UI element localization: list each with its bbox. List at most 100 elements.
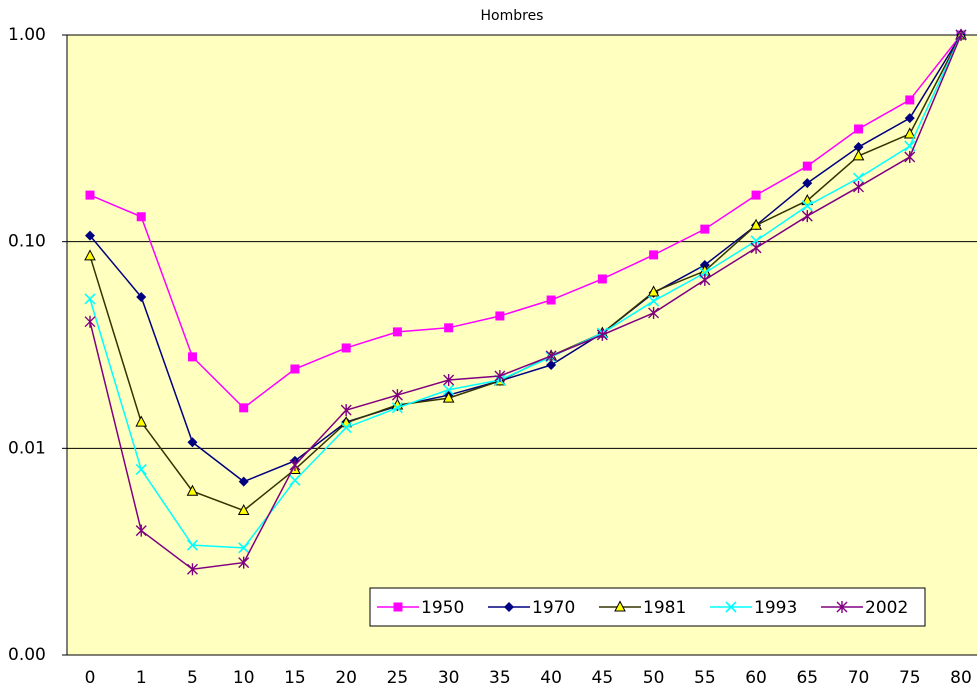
series-line (89, 34, 962, 409)
marker (955, 29, 967, 41)
marker (135, 463, 147, 476)
x-tick-label: 35 (489, 668, 511, 688)
marker (187, 437, 198, 448)
marker (238, 476, 249, 487)
marker (494, 369, 506, 382)
x-tick-label: 10 (233, 668, 255, 688)
marker (801, 194, 814, 206)
marker (187, 352, 197, 362)
marker (904, 113, 915, 124)
legend-label: 1970 (532, 598, 575, 618)
marker (751, 190, 761, 200)
marker (904, 150, 916, 163)
x-tick-label: 20 (335, 668, 357, 688)
x-tick-label: 75 (899, 668, 921, 688)
marker (393, 602, 403, 612)
y-tick-label: 0.01 (8, 438, 46, 458)
marker (391, 389, 403, 402)
marker (237, 503, 250, 516)
legend-label: 1981 (643, 598, 686, 618)
marker (700, 224, 710, 234)
series-line (89, 34, 962, 483)
marker (750, 218, 762, 230)
marker (853, 142, 864, 153)
series-line (89, 34, 962, 549)
marker (750, 241, 762, 254)
x-tick-label: 65 (796, 668, 818, 688)
marker (238, 556, 250, 569)
x-tick-label: 40 (540, 668, 562, 688)
x-tick-label: 30 (438, 668, 460, 688)
marker (443, 374, 455, 387)
marker (239, 403, 249, 413)
y-tick-label: 1.00 (8, 25, 46, 45)
x-tick-label: 0 (85, 668, 96, 688)
x-tick-label: 60 (745, 668, 767, 688)
x-tick-label: 45 (592, 668, 614, 688)
marker (85, 230, 95, 241)
marker (647, 285, 660, 297)
marker (545, 349, 557, 362)
marker (546, 295, 556, 305)
marker (84, 293, 96, 305)
marker (442, 391, 455, 403)
x-tick-label: 70 (848, 668, 870, 688)
marker (648, 306, 660, 319)
marker (596, 328, 608, 341)
marker (341, 343, 351, 353)
marker (648, 295, 660, 307)
marker (289, 474, 301, 486)
legend-label: 2002 (865, 598, 908, 618)
marker (186, 539, 199, 551)
marker (391, 402, 403, 414)
legend-label: 1950 (421, 598, 464, 618)
marker (546, 360, 557, 371)
x-tick-label: 1 (136, 668, 147, 688)
marker (801, 200, 813, 212)
marker (392, 327, 402, 337)
plot-area (67, 35, 977, 655)
marker (836, 601, 848, 613)
marker (186, 563, 198, 576)
marker (699, 273, 711, 286)
marker (290, 364, 300, 374)
marker (85, 190, 95, 200)
marker (444, 323, 454, 333)
marker (238, 542, 250, 554)
marker (443, 384, 455, 396)
marker (135, 524, 147, 537)
marker (340, 404, 352, 417)
marker (136, 212, 146, 222)
x-tick-label: 5 (187, 668, 198, 688)
marker (504, 602, 514, 612)
marker (649, 250, 659, 260)
marker (802, 178, 813, 189)
marker (801, 210, 813, 223)
marker (725, 601, 737, 613)
marker (903, 127, 916, 139)
x-tick-label: 80 (950, 668, 972, 688)
marker (852, 172, 865, 184)
series-line (89, 34, 962, 571)
marker (289, 459, 301, 472)
marker (84, 249, 96, 261)
y-tick-label: 0.00 (8, 645, 46, 665)
x-tick-label: 25 (387, 668, 409, 688)
marker (853, 180, 865, 193)
marker (136, 291, 147, 302)
marker (854, 124, 864, 134)
x-tick-label: 50 (643, 668, 665, 688)
marker (597, 274, 607, 284)
y-tick-label: 0.10 (8, 232, 46, 252)
marker (614, 600, 626, 612)
legend-label: 1993 (754, 598, 797, 618)
marker (905, 95, 915, 105)
marker (852, 149, 865, 161)
marker (495, 311, 505, 321)
marker (84, 315, 96, 328)
x-tick-label: 55 (694, 668, 716, 688)
x-tick-label: 15 (284, 668, 306, 688)
chart-title: Hombres (481, 8, 544, 24)
marker (802, 161, 812, 171)
